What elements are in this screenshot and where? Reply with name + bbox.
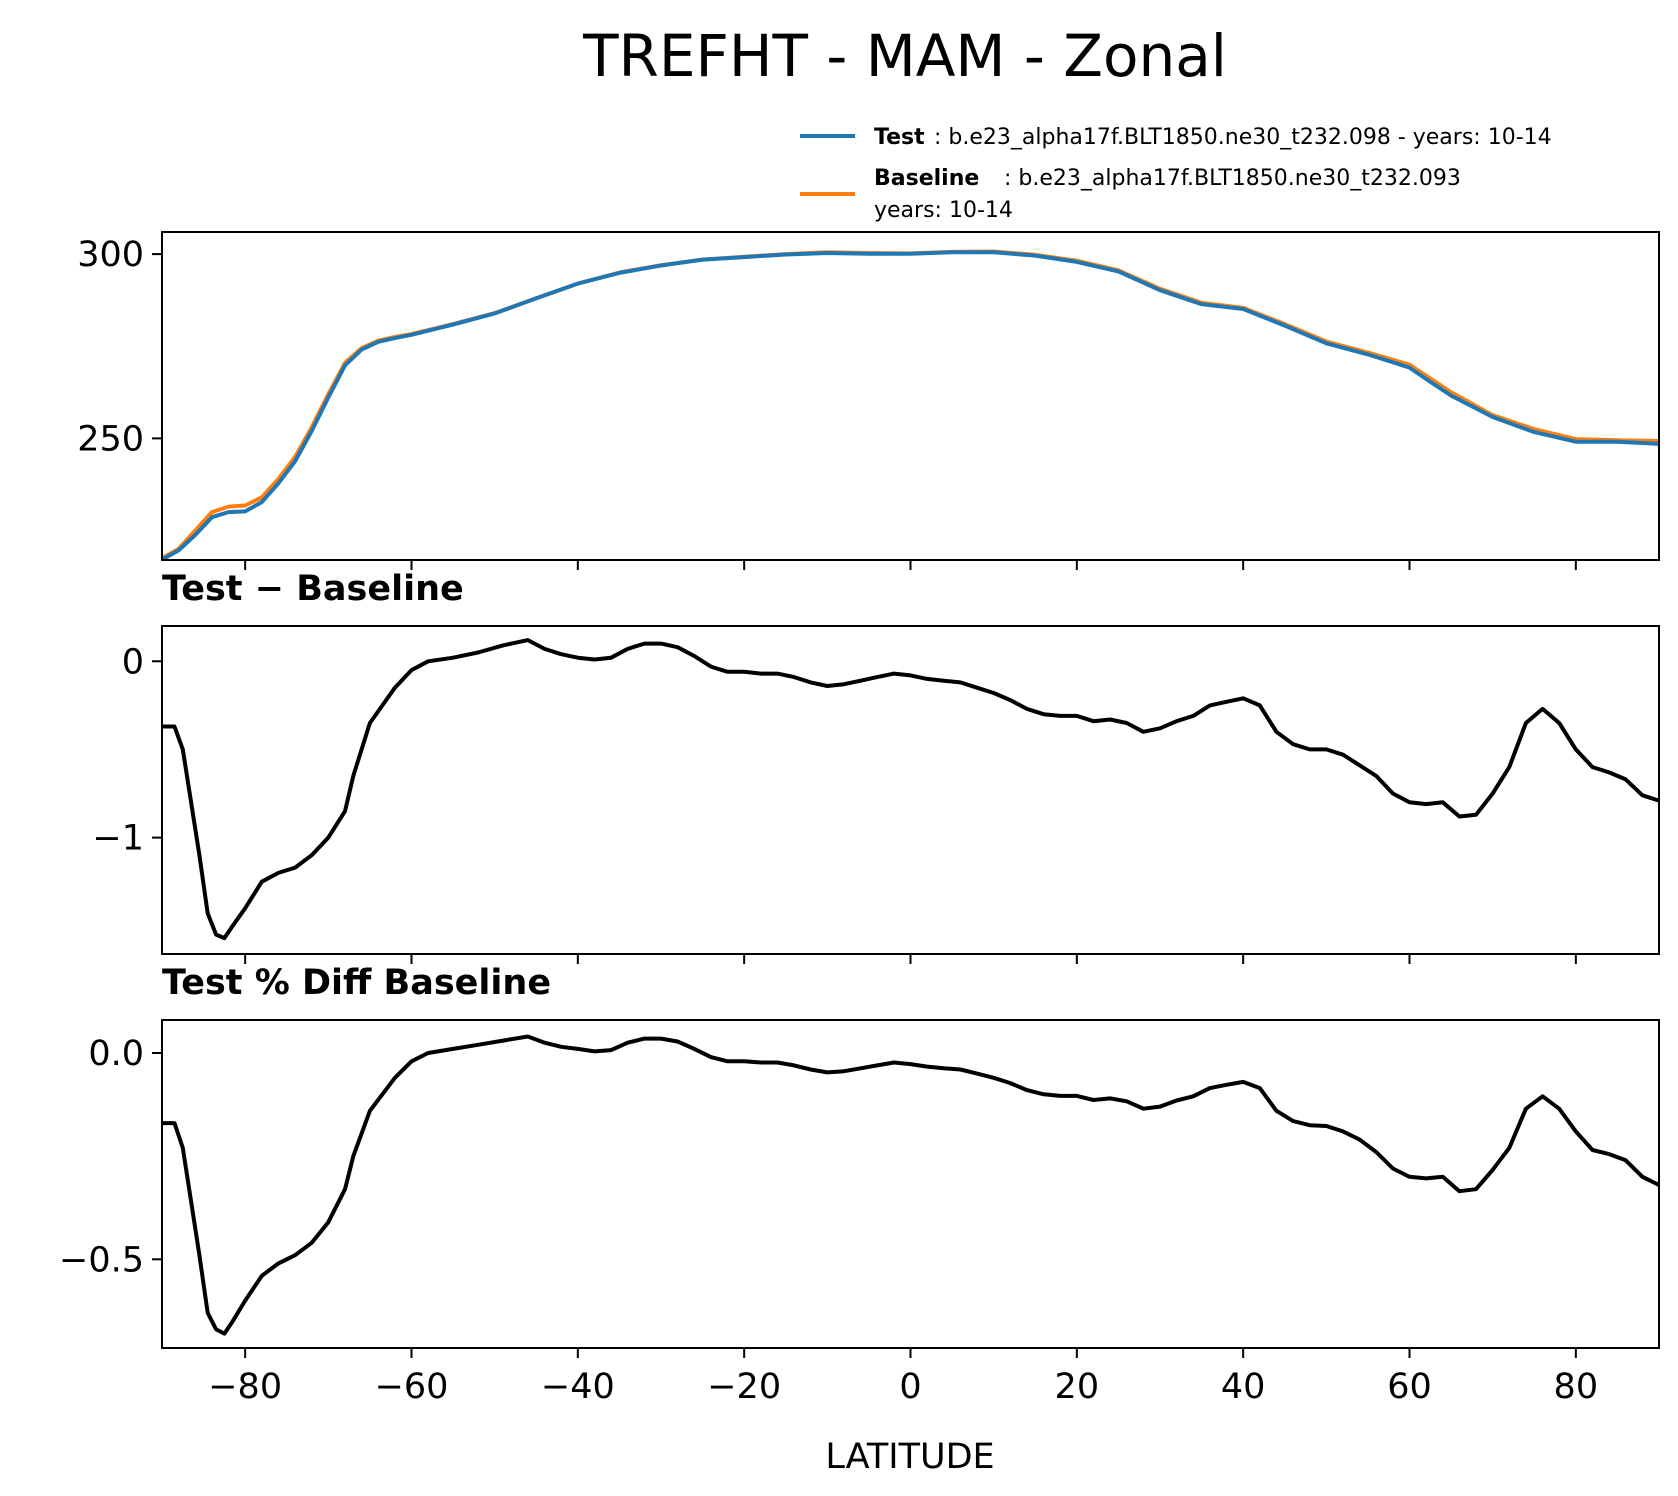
x-tick-label: 40 — [1221, 1367, 1266, 1407]
y-tick-label: 0.0 — [88, 1034, 144, 1074]
legend-baseline-text2: years: 10-14 — [874, 198, 1013, 223]
y-tick-label: −1 — [92, 819, 144, 859]
panel-difference-ticks: −1 0 — [92, 642, 1577, 964]
x-tick-label: 20 — [1055, 1367, 1100, 1407]
legend-test-label: Test — [874, 125, 925, 150]
panel-absolute: 250 300 — [77, 231, 1660, 570]
x-tick-label: 0 — [899, 1367, 921, 1407]
y-tick-label: 300 — [77, 235, 144, 275]
panel-difference-title: Test − Baseline — [162, 569, 464, 609]
legend-test-text: : b.e23_alpha17f.BLT1850.ne30_t232.098 -… — [934, 125, 1552, 150]
panel-percent-difference-ticks: −0.5 0.0 −80 −60 −40 −20 0 20 40 60 80 — [59, 1034, 1598, 1407]
x-tick-label: 80 — [1554, 1367, 1599, 1407]
panel-absolute-series — [161, 249, 1660, 562]
panel-absolute-ticks: 250 300 — [77, 235, 1577, 570]
panel-absolute-frame — [161, 231, 1660, 561]
panel-percent-difference-frame — [161, 1019, 1660, 1349]
legend-baseline-label: Baseline — [874, 166, 979, 191]
x-tick-label: 60 — [1387, 1367, 1432, 1407]
panel-percent-difference-title: Test % Diff Baseline — [162, 963, 551, 1003]
series-line-test-diff-baseline — [162, 1034, 1660, 1336]
y-tick-label: 250 — [77, 419, 144, 459]
legend-baseline-text: : b.e23_alpha17f.BLT1850.ne30_t232.093 — [1004, 166, 1461, 191]
figure-title: TREFHT - MAM - Zonal — [582, 22, 1227, 90]
y-tick-label: 0 — [122, 642, 144, 682]
panel-difference: Test − Baseline −1 0 — [92, 569, 1660, 964]
panel-percent-difference: Test % Diff Baseline −0.5 0.0 −80 −60 −40 −20… — [59, 963, 1660, 1477]
x-axis-label: LATITUDE — [825, 1437, 994, 1477]
panel-difference-frame — [161, 625, 1660, 955]
series-line-test — [161, 250, 1660, 562]
panel-percent-difference-series — [162, 1034, 1660, 1336]
x-tick-label: −80 — [208, 1367, 282, 1407]
y-tick-label: −0.5 — [59, 1240, 144, 1280]
x-tick-label: −20 — [707, 1367, 781, 1407]
x-tick-label: −60 — [375, 1367, 449, 1407]
panel-difference-series — [162, 638, 1660, 941]
series-line-test-baseline — [162, 638, 1660, 941]
x-tick-label: −40 — [541, 1367, 615, 1407]
legend: Test : b.e23_alpha17f.BLT1850.ne30_t232.… — [800, 125, 1552, 223]
